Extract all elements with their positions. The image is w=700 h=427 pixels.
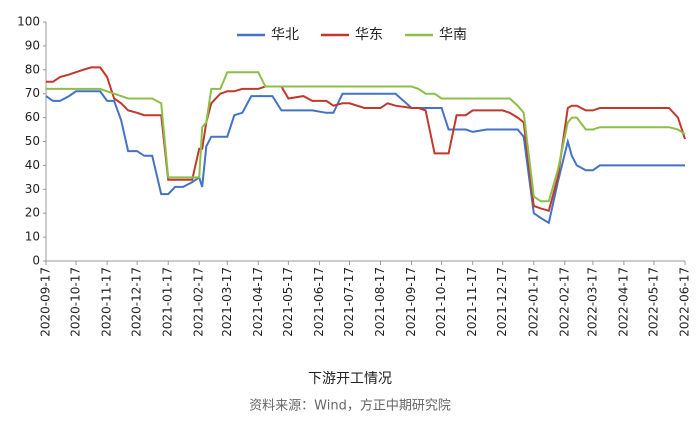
x-tick-label: 2021-07-17	[342, 267, 356, 337]
y-tick-label: 80	[25, 62, 40, 76]
legend-label: 华北	[271, 27, 299, 43]
x-tick-label: 2021-06-17	[312, 267, 326, 337]
x-tick-label: 2022-04-17	[616, 267, 630, 337]
x-tick-label: 2021-11-17	[465, 267, 479, 337]
chart-title: 下游开工情况	[308, 371, 392, 387]
x-tick-label: 2020-11-17	[100, 267, 114, 337]
legend-label: 华南	[439, 27, 467, 43]
x-tick-label: 2021-03-17	[220, 267, 234, 337]
y-tick-label: 60	[25, 110, 40, 124]
series-line	[45, 90, 685, 225]
y-tick-label: 40	[25, 158, 40, 172]
x-tick-label: 2022-05-17	[646, 267, 660, 337]
x-tick-label: 2021-08-17	[373, 267, 387, 337]
y-tick-label: 90	[25, 38, 40, 52]
x-tick-label: 2022-01-17	[526, 267, 540, 337]
legend-label: 华东	[355, 27, 383, 43]
x-tick-label: 2021-05-17	[281, 267, 295, 337]
series-line	[46, 71, 686, 203]
x-tick-label: 2020-09-17	[39, 267, 53, 337]
source-note: 资料来源：Wind，方正中期研究院	[249, 398, 451, 414]
y-tick-label: 10	[25, 230, 40, 244]
x-tick-label: 2021-10-17	[434, 267, 448, 337]
y-tick-label: 0	[32, 254, 40, 268]
y-tick-label: 70	[25, 86, 40, 100]
y-tick-label: 50	[25, 134, 40, 148]
y-tick-label: 20	[25, 206, 40, 220]
x-tick-label: 2021-02-17	[192, 267, 206, 337]
x-tick-label: 2021-09-17	[404, 267, 418, 337]
x-tick-label: 2020-12-17	[130, 267, 144, 337]
x-tick-label: 2021-04-17	[251, 267, 265, 337]
y-tick-label: 30	[25, 182, 40, 196]
x-tick-label: 2021-01-17	[161, 267, 175, 337]
x-tick-label: 2022-02-17	[557, 267, 571, 337]
x-tick-label: 2022-06-17	[678, 267, 692, 337]
y-tick-label: 100	[17, 15, 40, 29]
series-line	[46, 66, 686, 213]
x-tick-label: 2021-12-17	[495, 267, 509, 337]
x-tick-label: 2022-03-17	[585, 267, 599, 337]
x-tick-label: 2020-10-17	[69, 267, 83, 337]
